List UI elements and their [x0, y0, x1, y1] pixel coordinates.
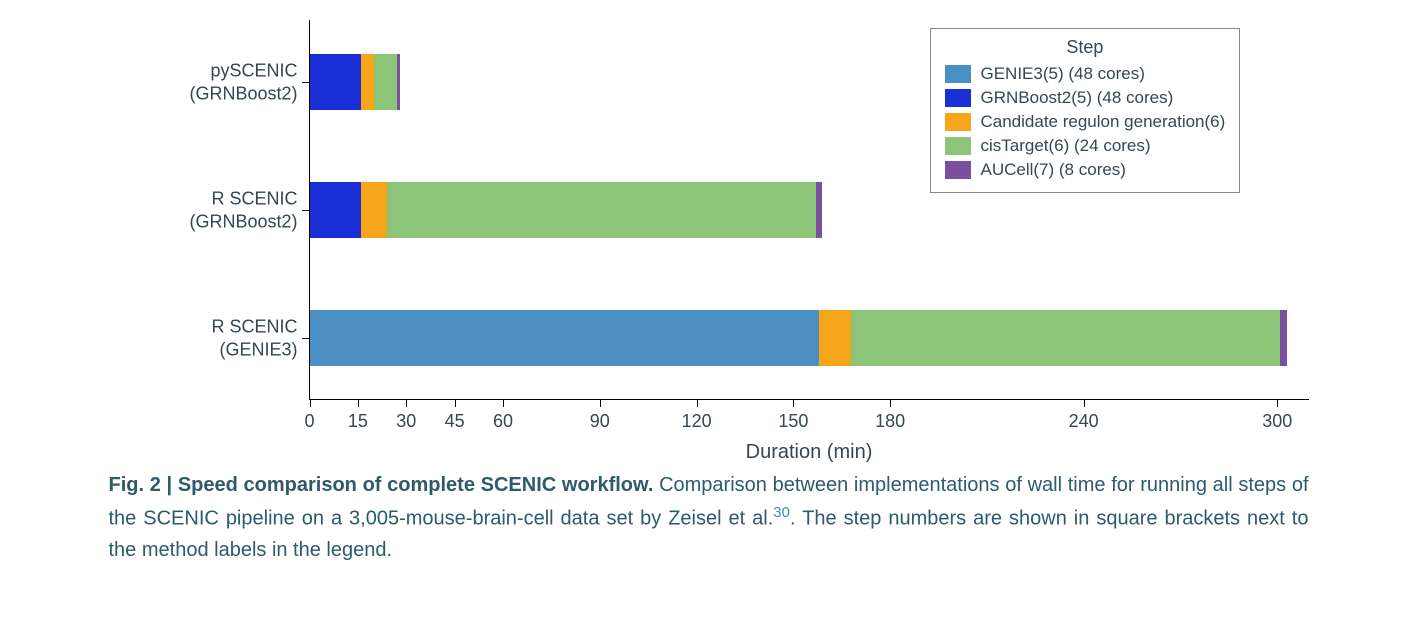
x-tick-label: 0 — [304, 399, 314, 432]
x-tick-label: 15 — [348, 399, 368, 432]
legend-item-grnboost2: GRNBoost2(5) (48 cores) — [945, 86, 1226, 110]
legend-swatch — [945, 113, 971, 131]
caption-ref: 30 — [773, 504, 790, 521]
chart-container: Duration (min) 0153045609012015018024030… — [109, 20, 1309, 400]
x-tick-label: 150 — [778, 399, 808, 432]
x-tick-label: 60 — [493, 399, 513, 432]
segment-aucell — [1280, 310, 1286, 366]
x-tick-label: 90 — [590, 399, 610, 432]
legend-label: GENIE3(5) (48 cores) — [981, 64, 1145, 84]
legend-item-candidate: Candidate regulon generation(6) — [945, 110, 1226, 134]
bar-row-rscenic-grnboost2 — [310, 182, 823, 238]
segment-cistarget — [851, 310, 1280, 366]
legend-item-cistarget: cisTarget(6) (24 cores) — [945, 134, 1226, 158]
figure-caption: Fig. 2 | Speed comparison of complete SC… — [109, 470, 1309, 566]
legend-swatch — [945, 137, 971, 155]
segment-cistarget — [374, 54, 397, 110]
segment-grnboost2 — [310, 54, 362, 110]
y-label-rscenic-grnboost2: R SCENIC(GRNBoost2) — [120, 188, 310, 233]
x-tick-label: 45 — [445, 399, 465, 432]
segment-aucell — [397, 54, 400, 110]
segment-grnboost2 — [310, 182, 362, 238]
segment-candidate — [819, 310, 851, 366]
x-tick-label: 180 — [875, 399, 905, 432]
legend-label: AUCell(7) (8 cores) — [981, 160, 1126, 180]
x-tick-label: 240 — [1069, 399, 1099, 432]
y-label-pyscenic: pySCENIC(GRNBoost2) — [120, 60, 310, 105]
segment-cistarget — [387, 182, 816, 238]
segment-candidate — [361, 182, 387, 238]
legend-swatch — [945, 65, 971, 83]
legend-swatch — [945, 161, 971, 179]
segment-candidate — [361, 54, 374, 110]
legend-swatch — [945, 89, 971, 107]
legend-item-genie3: GENIE3(5) (48 cores) — [945, 62, 1226, 86]
segment-aucell — [816, 182, 822, 238]
y-label-rscenic-genie3: R SCENIC(GENIE3) — [120, 316, 310, 361]
bar-row-rscenic-genie3 — [310, 310, 1287, 366]
legend-label: cisTarget(6) (24 cores) — [981, 136, 1151, 156]
legend: Step GENIE3(5) (48 cores) GRNBoost2(5) (48… — [930, 28, 1241, 193]
bar-row-pyscenic — [310, 54, 400, 110]
x-tick-label: 120 — [682, 399, 712, 432]
legend-label: Candidate regulon generation(6) — [981, 112, 1226, 132]
caption-title: Fig. 2 | Speed comparison of complete SC… — [109, 474, 654, 496]
legend-label: GRNBoost2(5) (48 cores) — [981, 88, 1174, 108]
x-axis-label: Duration (min) — [746, 399, 873, 464]
x-tick-label: 30 — [396, 399, 416, 432]
legend-item-aucell: AUCell(7) (8 cores) — [945, 158, 1226, 182]
x-tick-label: 300 — [1262, 399, 1292, 432]
segment-genie3 — [310, 310, 820, 366]
legend-title: Step — [945, 37, 1226, 58]
plot-area: Duration (min) 0153045609012015018024030… — [309, 20, 1309, 400]
